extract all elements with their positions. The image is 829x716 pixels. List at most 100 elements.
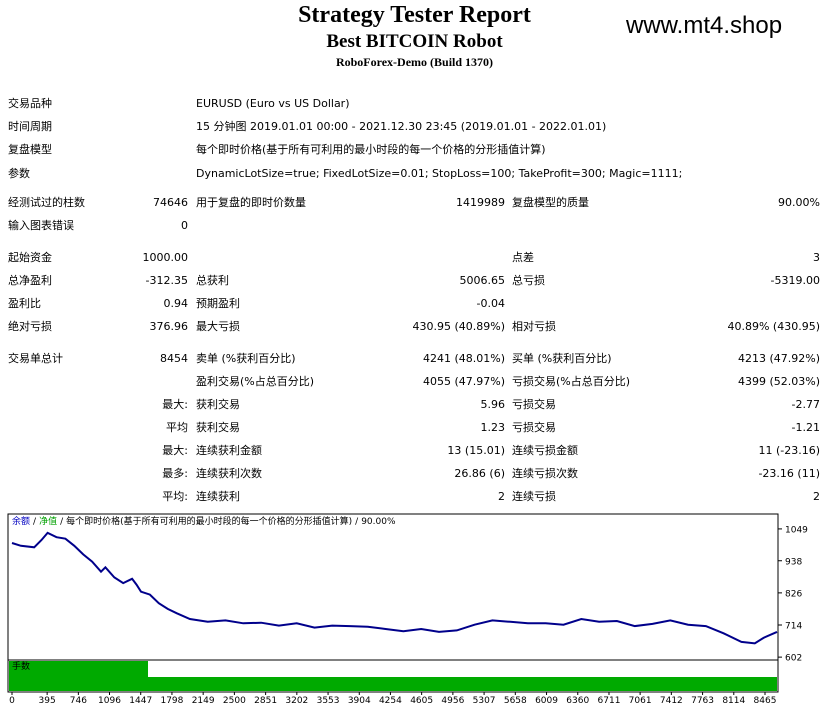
field-value: DynamicLotSize=true; FixedLotSize=0.01; …	[196, 167, 683, 180]
stat-label: 盈利比	[8, 297, 41, 310]
field-label: 复盘模型	[8, 143, 52, 156]
x-tick-label: 1447	[129, 696, 152, 706]
field-value: EURUSD (Euro vs US Dollar)	[196, 97, 350, 110]
stat-value: 3	[813, 251, 820, 264]
stat-value: 平均	[166, 421, 188, 434]
stat-value: 0	[181, 219, 188, 232]
stat-value: 5006.65	[459, 274, 506, 287]
stat-label: 总获利	[196, 274, 229, 287]
stat-label: 预期盈利	[196, 297, 240, 310]
x-tick-label: 5658	[504, 696, 527, 706]
field-value: 15 分钟图 2019.01.01 00:00 - 2021.12.30 23:…	[196, 120, 607, 133]
stat-label: 点差	[512, 251, 534, 264]
legend-separator: /	[33, 517, 37, 527]
stat-label: 亏损交易	[512, 398, 556, 411]
stat-value: 376.96	[149, 320, 189, 333]
stat-label: 盈利交易(%占总百分比)	[196, 375, 315, 388]
stat-label: 用于复盘的即时价数量	[196, 196, 306, 209]
stat-value: -23.16 (11)	[758, 467, 820, 480]
x-tick-label: 7061	[629, 696, 652, 706]
x-tick-label: 3553	[317, 696, 340, 706]
stat-value: 4055 (47.97%)	[422, 375, 505, 388]
stat-value: 最大:	[162, 398, 188, 411]
legend-item: 90.00%	[361, 517, 396, 527]
stat-label: 总净盈利	[8, 274, 52, 287]
volume-label: 手数	[12, 660, 30, 672]
stat-label: 亏损交易	[512, 421, 556, 434]
stat-label: 连续获利金额	[196, 444, 262, 457]
stat-label: 复盘模型的质量	[512, 196, 589, 209]
x-tick-label: 8114	[722, 696, 745, 706]
y-tick-label: 1049	[785, 525, 808, 535]
legend-separator: /	[60, 517, 64, 527]
stat-label: 绝对亏损	[8, 320, 52, 333]
x-tick-label: 5307	[473, 696, 496, 706]
stat-label: 总亏损	[512, 274, 545, 287]
stat-value: 1.23	[480, 421, 506, 434]
stat-value: 430.95 (40.89%)	[412, 320, 505, 333]
x-tick-label: 2149	[192, 696, 215, 706]
y-tick-label: 938	[785, 557, 802, 567]
stat-label: 经测试过的柱数	[8, 196, 85, 209]
x-tick-label: 8465	[754, 696, 777, 706]
stat-label: 连续获利次数	[196, 467, 262, 480]
stat-label: 获利交易	[196, 421, 240, 434]
x-tick-label: 6711	[598, 696, 621, 706]
x-tick-label: 2851	[254, 696, 277, 706]
watermark: www.mt4.shop	[626, 12, 783, 39]
x-tick-label: 3202	[285, 696, 308, 706]
volume-bar	[148, 677, 777, 691]
stat-value: -2.77	[791, 398, 820, 411]
stat-value: 11 (-23.16)	[758, 444, 820, 457]
x-tick-label: 746	[70, 696, 87, 706]
stat-value: 90.00%	[778, 196, 820, 209]
x-tick-label: 7763	[691, 696, 714, 706]
stat-value: 0.94	[163, 297, 189, 310]
stat-value: 2	[813, 490, 820, 503]
stat-value: 2	[498, 490, 505, 503]
server-name: RoboForex-Demo (Build 1370)	[335, 55, 494, 69]
stat-value: 平均:	[162, 490, 188, 503]
y-tick-label: 826	[785, 589, 802, 599]
report-subtitle: Best BITCOIN Robot	[326, 31, 503, 52]
stat-label: 连续亏损	[512, 490, 556, 503]
stat-value: 1000.00	[142, 251, 189, 264]
volume-bar	[9, 661, 148, 691]
x-tick-label: 6360	[566, 696, 589, 706]
x-tick-label: 3904	[348, 696, 371, 706]
stat-label: 相对亏损	[512, 320, 556, 333]
stat-label: 连续亏损次数	[512, 467, 578, 480]
x-tick-label: 7412	[660, 696, 683, 706]
x-tick-label: 0	[9, 696, 15, 706]
stat-value: 4399 (52.03%)	[737, 375, 820, 388]
stat-label: 起始资金	[8, 251, 52, 264]
field-label: 交易品种	[8, 97, 52, 110]
stat-value: -312.35	[145, 274, 188, 287]
x-tick-label: 6009	[535, 696, 558, 706]
x-tick-label: 4956	[441, 696, 464, 706]
field-value: 每个即时价格(基于所有可利用的最小时段的每一个价格的分形插值计算)	[196, 143, 546, 156]
stat-label: 连续获利	[196, 490, 240, 503]
stat-value: -1.21	[791, 421, 820, 434]
stat-value: -5319.00	[770, 274, 820, 287]
field-label: 时间周期	[8, 120, 52, 133]
stat-value: -0.04	[476, 297, 505, 310]
y-tick-label: 602	[785, 654, 802, 664]
stat-label: 输入图表错误	[8, 219, 74, 232]
x-tick-label: 395	[39, 696, 56, 706]
stat-label: 买单 (%获利百分比)	[512, 352, 612, 365]
stat-value: 最多:	[162, 467, 188, 480]
report-title: Strategy Tester Report	[298, 2, 531, 28]
stat-value: 40.89% (430.95)	[727, 320, 820, 333]
stat-value: 最大:	[162, 444, 188, 457]
legend-item: 每个即时价格(基于所有可利用的最小时段的每一个价格的分形插值计算)	[66, 515, 352, 527]
stat-label: 连续亏损金额	[512, 444, 578, 457]
stat-label: 亏损交易(%占总百分比)	[512, 375, 631, 388]
x-tick-label: 4605	[410, 696, 433, 706]
legend-separator: /	[355, 517, 359, 527]
stat-value: 4213 (47.92%)	[737, 352, 820, 365]
stat-value: 74646	[153, 196, 188, 209]
stat-value: 26.86 (6)	[454, 467, 505, 480]
